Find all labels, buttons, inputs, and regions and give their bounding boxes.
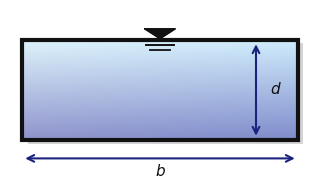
Polygon shape — [145, 29, 175, 39]
Bar — [28, 43, 303, 144]
Text: d: d — [270, 82, 280, 98]
Bar — [22, 40, 298, 140]
Text: b: b — [155, 163, 165, 179]
